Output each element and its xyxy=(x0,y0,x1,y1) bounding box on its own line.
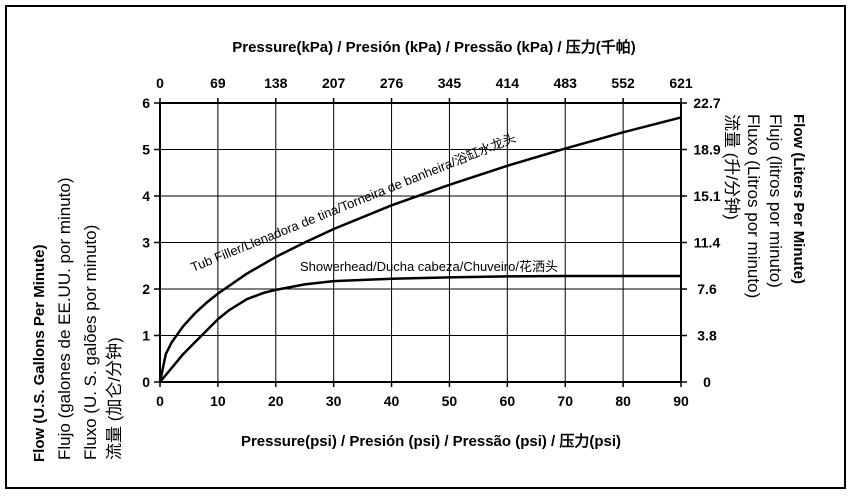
left-axis-title-2: Flujo (galones de EE.UU. por minuto) xyxy=(55,177,74,460)
y-tick-label: 6 xyxy=(142,95,150,111)
top-tick-label: 552 xyxy=(611,75,635,91)
x-tick-label: 30 xyxy=(326,393,342,409)
right-tick-label: 18.9 xyxy=(693,142,720,158)
top-tick-label: 207 xyxy=(322,75,346,91)
top-tick-label: 276 xyxy=(380,75,404,91)
y-tick-label: 1 xyxy=(142,328,150,344)
showerhead-line xyxy=(159,274,681,383)
right-tick-label: 0 xyxy=(703,374,711,390)
top-tick-label: 483 xyxy=(554,75,578,91)
top-tick-label: 0 xyxy=(156,75,164,91)
right-axis-title-1: Flow (Liters Per Minute) xyxy=(790,114,807,284)
y-tick-label: 3 xyxy=(142,235,150,251)
left-axis-title-4: 流量 (加仑/分钟) xyxy=(105,337,124,460)
x-tick-label: 40 xyxy=(384,393,400,409)
top-tick-label: 345 xyxy=(438,75,462,91)
x-tick-label: 90 xyxy=(673,393,689,409)
y-tick-label: 0 xyxy=(142,374,150,390)
x-tick-label: 70 xyxy=(557,393,573,409)
outer-border xyxy=(5,5,846,489)
top-axis-title: Pressure(kPa) / Presión (kPa) / Pressão … xyxy=(232,38,635,56)
tub-filler-label: Tub Filler/Llenadora de tina/Torneira de… xyxy=(189,130,518,275)
right-axis-title-3: Fluxo (Litros por minuto) xyxy=(744,114,763,298)
plot-area: 0 10 20 30 40 50 60 70 80 900 69 138 207 276 345 414 483… xyxy=(142,75,721,409)
right-tick-label: 3.8 xyxy=(697,328,717,344)
top-tick-label: 414 xyxy=(496,75,520,91)
x-tick-label: 10 xyxy=(210,393,226,409)
top-tick-label: 69 xyxy=(210,75,226,91)
right-tick-label: 11.4 xyxy=(694,235,721,251)
top-tick-label: 138 xyxy=(264,75,288,91)
y-tick-label: 5 xyxy=(142,142,150,158)
right-axis-title-2: Flujo (litros por minuto) xyxy=(766,114,785,288)
x-tick-label: 50 xyxy=(442,393,458,409)
left-axis-title-1: Flow (U.S. Gallons Per Minute) xyxy=(31,244,48,462)
right-tick-label: 22.7 xyxy=(693,95,720,111)
x-tick-label: 60 xyxy=(500,393,516,409)
left-axis-title-3: Fluxo (U. S. galões por minuto) xyxy=(81,225,100,460)
y-tick-label: 4 xyxy=(142,188,150,204)
right-tick-label: 15.1 xyxy=(693,188,720,204)
x-tick-label: 0 xyxy=(156,393,164,409)
x-tick-label: 20 xyxy=(268,393,284,409)
tub-filler-line xyxy=(158,116,682,383)
right-axis-title-4: 流量 (升/分钟) xyxy=(722,114,741,220)
bottom-axis-title: Pressure(psi) / Presión (psi) / Pressão … xyxy=(241,432,621,450)
right-tick-label: 7.6 xyxy=(697,281,717,297)
x-tick-label: 80 xyxy=(615,393,631,409)
y-tick-label: 2 xyxy=(142,281,150,297)
showerhead-label: Showerhead/Ducha cabeza/Chuveiro/花洒头 xyxy=(300,259,558,274)
top-tick-label: 621 xyxy=(669,75,693,91)
